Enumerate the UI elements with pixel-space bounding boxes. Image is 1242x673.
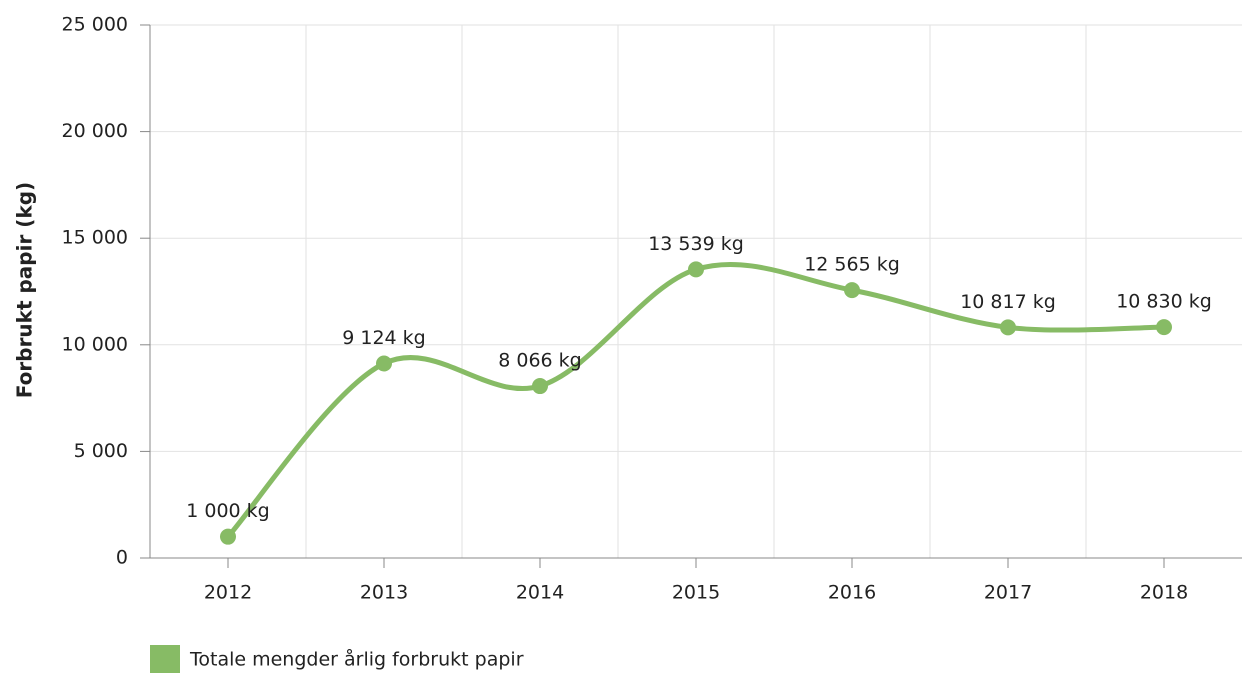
x-tick-label: 2013	[360, 582, 408, 604]
data-label: 13 539 kg	[648, 233, 744, 255]
y-tick-label: 20 000	[62, 120, 128, 142]
data-label: 9 124 kg	[342, 327, 426, 349]
y-tick-label: 0	[116, 547, 128, 569]
point	[532, 378, 548, 395]
legend-label: Totale mengder årlig forbrukt papir	[189, 648, 524, 671]
data-label: 12 565 kg	[804, 254, 900, 276]
data-label: 1 000 kg	[186, 500, 270, 522]
y-tick-label: 25 000	[62, 14, 128, 36]
point	[376, 355, 392, 372]
legend-swatch	[150, 645, 180, 673]
data-label: 8 066 kg	[498, 350, 582, 372]
point	[688, 261, 704, 278]
y-axis-label: Forbrukt papir (kg)	[13, 182, 37, 398]
x-tick-label: 2018	[1140, 582, 1188, 604]
x-tick-label: 2017	[984, 582, 1032, 604]
x-tick-label: 2015	[672, 582, 720, 604]
point	[844, 282, 860, 299]
y-tick-label: 10 000	[62, 333, 128, 355]
y-tick-label: 5 000	[74, 440, 128, 462]
point	[1156, 319, 1172, 336]
point	[220, 528, 236, 545]
x-tick-label: 2012	[204, 582, 252, 604]
x-tick-label: 2016	[828, 582, 876, 604]
point	[1000, 319, 1016, 336]
data-label: 10 830 kg	[1116, 291, 1212, 313]
y-tick-label: 15 000	[62, 227, 128, 249]
x-tick-label: 2014	[516, 582, 564, 604]
data-label: 10 817 kg	[960, 291, 1056, 313]
